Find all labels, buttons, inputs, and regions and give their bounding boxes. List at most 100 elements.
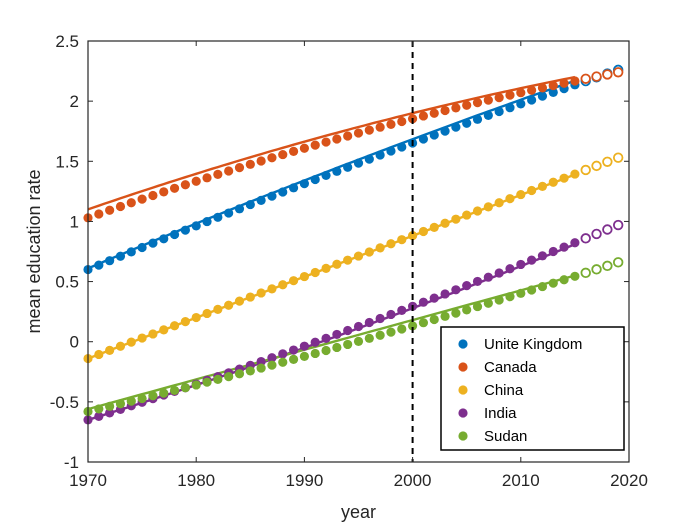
legend: Unite Kingdom Canada China India Sudan — [440, 326, 625, 451]
data-point-india — [418, 297, 429, 307]
data-point-sudan — [364, 333, 374, 343]
data-point-sudan — [408, 321, 418, 331]
projected-point-india — [591, 228, 602, 240]
data-point-canada — [418, 111, 429, 121]
data-point-china — [278, 280, 288, 290]
data-point-china — [559, 173, 569, 183]
data-point-canada — [94, 209, 104, 219]
data-point-sudan — [191, 380, 201, 390]
y-axis-label: mean education rate — [24, 169, 44, 333]
data-point-unite-kingdom — [505, 103, 515, 113]
data-point-unite-kingdom — [397, 142, 407, 152]
legend-label-india: India — [484, 405, 517, 422]
data-point-canada — [440, 105, 450, 116]
data-point-china — [451, 214, 461, 224]
data-point-canada — [332, 134, 342, 144]
projected-point-india — [602, 224, 613, 235]
data-point-india — [505, 264, 515, 274]
data-point-china — [310, 267, 320, 278]
data-point-sudan — [332, 342, 342, 353]
data-point-china — [169, 321, 180, 331]
y-tick-label: 2.5 — [55, 32, 79, 51]
data-point-unite-kingdom — [516, 99, 526, 109]
data-point-sudan — [462, 305, 472, 315]
legend-marker-canada — [458, 362, 468, 372]
data-point-canada — [126, 198, 136, 208]
y-tick-label: -0.5 — [50, 393, 79, 412]
data-point-sudan — [429, 314, 439, 325]
data-point-india — [332, 329, 342, 340]
data-point-sudan — [386, 327, 396, 337]
data-point-sudan — [472, 301, 483, 312]
y-tick-label: 2 — [70, 92, 79, 111]
data-point-unite-kingdom — [278, 187, 288, 197]
projected-point-india — [612, 219, 624, 231]
data-point-canada — [245, 159, 255, 169]
data-point-china — [516, 189, 526, 200]
data-point-india — [375, 313, 385, 324]
data-point-sudan — [126, 396, 136, 406]
data-point-sudan — [353, 336, 364, 346]
data-point-canada — [191, 176, 201, 186]
data-point-india — [364, 317, 374, 328]
data-point-india — [548, 246, 558, 257]
data-point-india — [299, 341, 309, 351]
data-point-sudan — [267, 360, 277, 370]
data-point-sudan — [527, 285, 537, 295]
data-point-china — [408, 230, 418, 241]
data-point-canada — [256, 156, 266, 166]
data-point-canada — [299, 143, 309, 153]
data-point-canada — [169, 183, 180, 193]
legend-label-sudan: Sudan — [484, 428, 527, 445]
data-point-china — [570, 169, 580, 179]
data-point-unite-kingdom — [472, 114, 483, 124]
data-point-unite-kingdom — [105, 256, 115, 266]
data-point-unite-kingdom — [245, 199, 255, 210]
data-point-india — [516, 259, 526, 270]
data-point-india — [94, 411, 104, 422]
data-point-canada — [364, 125, 374, 135]
data-point-canada — [148, 190, 158, 201]
data-point-india — [440, 289, 450, 299]
data-point-unite-kingdom — [494, 106, 504, 117]
data-point-canada — [343, 131, 353, 141]
data-point-unite-kingdom — [343, 162, 353, 172]
data-point-china — [548, 177, 558, 187]
data-point-unite-kingdom — [159, 234, 169, 244]
data-point-canada — [288, 146, 299, 156]
data-point-china — [483, 202, 493, 212]
data-point-canada — [462, 100, 472, 110]
data-point-canada — [137, 194, 147, 204]
data-point-sudan — [94, 404, 104, 414]
data-point-sudan — [516, 288, 526, 298]
data-point-unite-kingdom — [364, 154, 374, 164]
data-point-sudan — [494, 295, 504, 305]
x-tick-label: 1980 — [177, 471, 215, 490]
data-point-unite-kingdom — [169, 229, 180, 240]
data-point-canada — [451, 103, 461, 113]
data-point-canada — [548, 80, 558, 91]
data-point-india — [321, 333, 331, 343]
y-tick-label: 1 — [70, 212, 79, 231]
data-point-canada — [213, 169, 223, 179]
legend-marker-india — [458, 408, 468, 418]
data-point-unite-kingdom — [299, 179, 309, 189]
data-point-china — [364, 247, 374, 257]
x-tick-label: 1970 — [69, 471, 107, 490]
legend-marker-sudan — [458, 431, 468, 441]
data-point-unite-kingdom — [353, 158, 364, 168]
data-point-unite-kingdom — [256, 195, 266, 205]
data-point-sudan — [397, 324, 407, 334]
data-point-canada — [537, 83, 548, 93]
data-point-unite-kingdom — [94, 260, 104, 270]
data-point-sudan — [105, 401, 115, 411]
data-point-china — [105, 345, 115, 355]
data-point-india — [429, 293, 439, 303]
plot-area — [83, 41, 624, 462]
data-point-india — [483, 272, 493, 282]
data-point-china — [245, 292, 255, 302]
data-point-canada — [234, 163, 245, 173]
data-point-sudan — [148, 391, 158, 401]
axes-box — [87, 40, 630, 463]
